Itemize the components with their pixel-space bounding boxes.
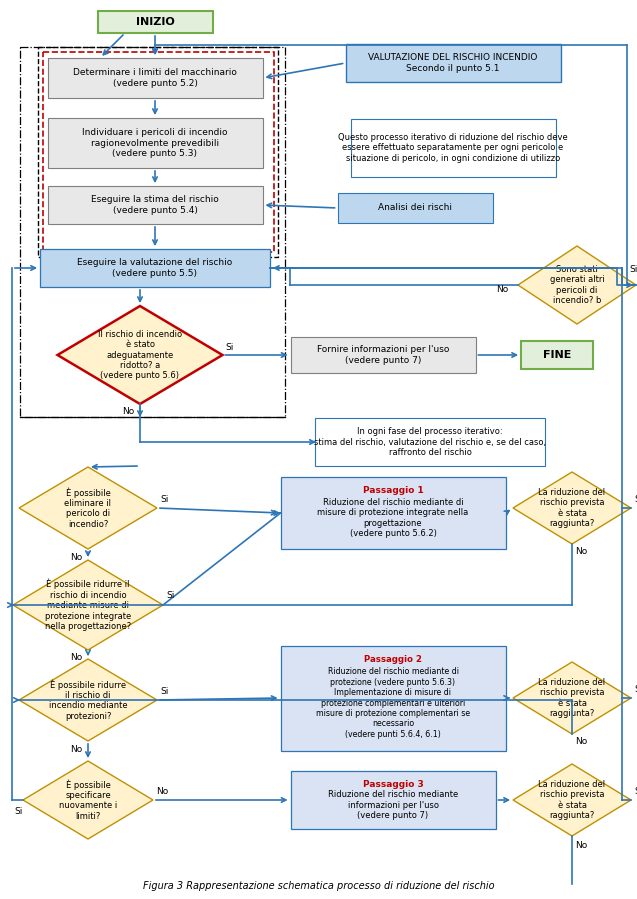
Polygon shape: [518, 246, 636, 324]
FancyBboxPatch shape: [280, 477, 506, 549]
Text: Si: Si: [634, 495, 637, 504]
Text: Si: Si: [160, 495, 168, 504]
Text: È possibile ridurre
il rischio di
incendio mediante
protezioni?: È possibile ridurre il rischio di incend…: [48, 679, 127, 721]
Text: Si: Si: [225, 343, 234, 352]
Text: FINE: FINE: [543, 350, 571, 360]
Text: No: No: [70, 654, 82, 663]
Text: No: No: [575, 841, 587, 850]
Text: Passaggio 2: Passaggio 2: [364, 654, 422, 663]
Polygon shape: [57, 306, 222, 404]
Text: Fornire informazioni per l'uso
(vedere punto 7): Fornire informazioni per l'uso (vedere p…: [317, 345, 449, 365]
Text: È possibile
specificare
nuovamente i
limiti?: È possibile specificare nuovamente i lim…: [59, 779, 117, 821]
FancyBboxPatch shape: [338, 193, 492, 223]
Polygon shape: [19, 659, 157, 741]
Text: INIZIO: INIZIO: [136, 17, 175, 27]
Polygon shape: [513, 764, 631, 836]
Text: Passaggio 3: Passaggio 3: [362, 780, 424, 789]
Text: Si: Si: [629, 265, 637, 274]
Text: No: No: [496, 286, 508, 295]
Text: No: No: [575, 737, 587, 746]
Polygon shape: [513, 472, 631, 544]
Text: Questo processo iterativo di riduzione del rischio deve
essere effettuato separa: Questo processo iterativo di riduzione d…: [338, 133, 568, 163]
Text: In ogni fase del processo iterativo:
stima del rischio, valutazione del rischio : In ogni fase del processo iterativo: sti…: [314, 427, 546, 457]
Polygon shape: [13, 560, 163, 650]
Text: No: No: [122, 407, 134, 416]
Polygon shape: [19, 467, 157, 549]
Text: Si: Si: [160, 688, 168, 697]
FancyBboxPatch shape: [290, 337, 475, 373]
Text: Il rischio di incendio
è stato
adeguatamente
ridotto? a
(vedere punto 5.6): Il rischio di incendio è stato adeguatam…: [98, 330, 182, 380]
Text: Riduzione del rischio mediante di
misure di protezione integrate nella
progettaz: Riduzione del rischio mediante di misure…: [317, 498, 469, 539]
Text: La riduzione del
rischio prevista
è stata
raggiunta?: La riduzione del rischio prevista è stat…: [538, 488, 606, 528]
Polygon shape: [513, 662, 631, 734]
Text: Figura 3 Rappresentazione schematica processo di riduzione del rischio: Figura 3 Rappresentazione schematica pro…: [143, 881, 494, 891]
Text: Individuare i pericoli di incendio
ragionevolmente prevedibili
(vedere punto 5.3: Individuare i pericoli di incendio ragio…: [82, 128, 228, 158]
FancyBboxPatch shape: [315, 418, 545, 466]
FancyBboxPatch shape: [97, 11, 213, 33]
Text: È possibile ridurre il
rischio di incendio
mediante misure di
protezione integra: È possibile ridurre il rischio di incend…: [45, 579, 131, 631]
Text: VALUTAZIONE DEL RISCHIO INCENDIO
Secondo il punto 5.1: VALUTAZIONE DEL RISCHIO INCENDIO Secondo…: [368, 53, 538, 73]
Text: La riduzione del
rischio prevista
è stata
raggiunta?: La riduzione del rischio prevista è stat…: [538, 780, 606, 820]
Text: È possibile
eliminare il
pericolo di
incendio?: È possibile eliminare il pericolo di inc…: [64, 487, 111, 529]
Text: No: No: [70, 744, 82, 753]
Text: No: No: [156, 788, 168, 797]
Text: No: No: [70, 553, 82, 562]
Text: Eseguire la valutazione del rischio
(vedere punto 5.5): Eseguire la valutazione del rischio (ved…: [77, 258, 233, 278]
Text: Si: Si: [14, 807, 22, 816]
Text: Si: Si: [634, 788, 637, 797]
Text: Sono stati
generati altri
pericoli di
incendio? b: Sono stati generati altri pericoli di in…: [550, 265, 605, 305]
FancyBboxPatch shape: [290, 771, 496, 829]
Text: La riduzione del
rischio prevista
è stata
raggiunta?: La riduzione del rischio prevista è stat…: [538, 678, 606, 718]
FancyBboxPatch shape: [48, 118, 262, 168]
Text: Riduzione del rischio mediante
informazioni per l'uso
(vedere punto 7): Riduzione del rischio mediante informazi…: [328, 790, 458, 820]
Polygon shape: [23, 761, 153, 839]
FancyBboxPatch shape: [48, 186, 262, 224]
Text: Eseguire la stima del rischio
(vedere punto 5.4): Eseguire la stima del rischio (vedere pu…: [91, 195, 219, 215]
Text: No: No: [575, 547, 587, 556]
Text: Determinare i limiti del macchinario
(vedere punto 5.2): Determinare i limiti del macchinario (ve…: [73, 68, 237, 88]
FancyBboxPatch shape: [48, 58, 262, 98]
Text: Riduzione del rischio mediante di
protezione (vedere punto 5.6.3)
Implementazion: Riduzione del rischio mediante di protez…: [316, 667, 470, 739]
Text: Si: Si: [634, 686, 637, 695]
Text: Passaggio 1: Passaggio 1: [362, 486, 424, 495]
FancyBboxPatch shape: [280, 645, 506, 751]
Text: Si: Si: [166, 591, 175, 600]
Text: Analisi dei rischi: Analisi dei rischi: [378, 203, 452, 212]
FancyBboxPatch shape: [350, 119, 555, 177]
FancyBboxPatch shape: [521, 341, 593, 369]
FancyBboxPatch shape: [40, 249, 270, 287]
FancyBboxPatch shape: [345, 44, 561, 82]
